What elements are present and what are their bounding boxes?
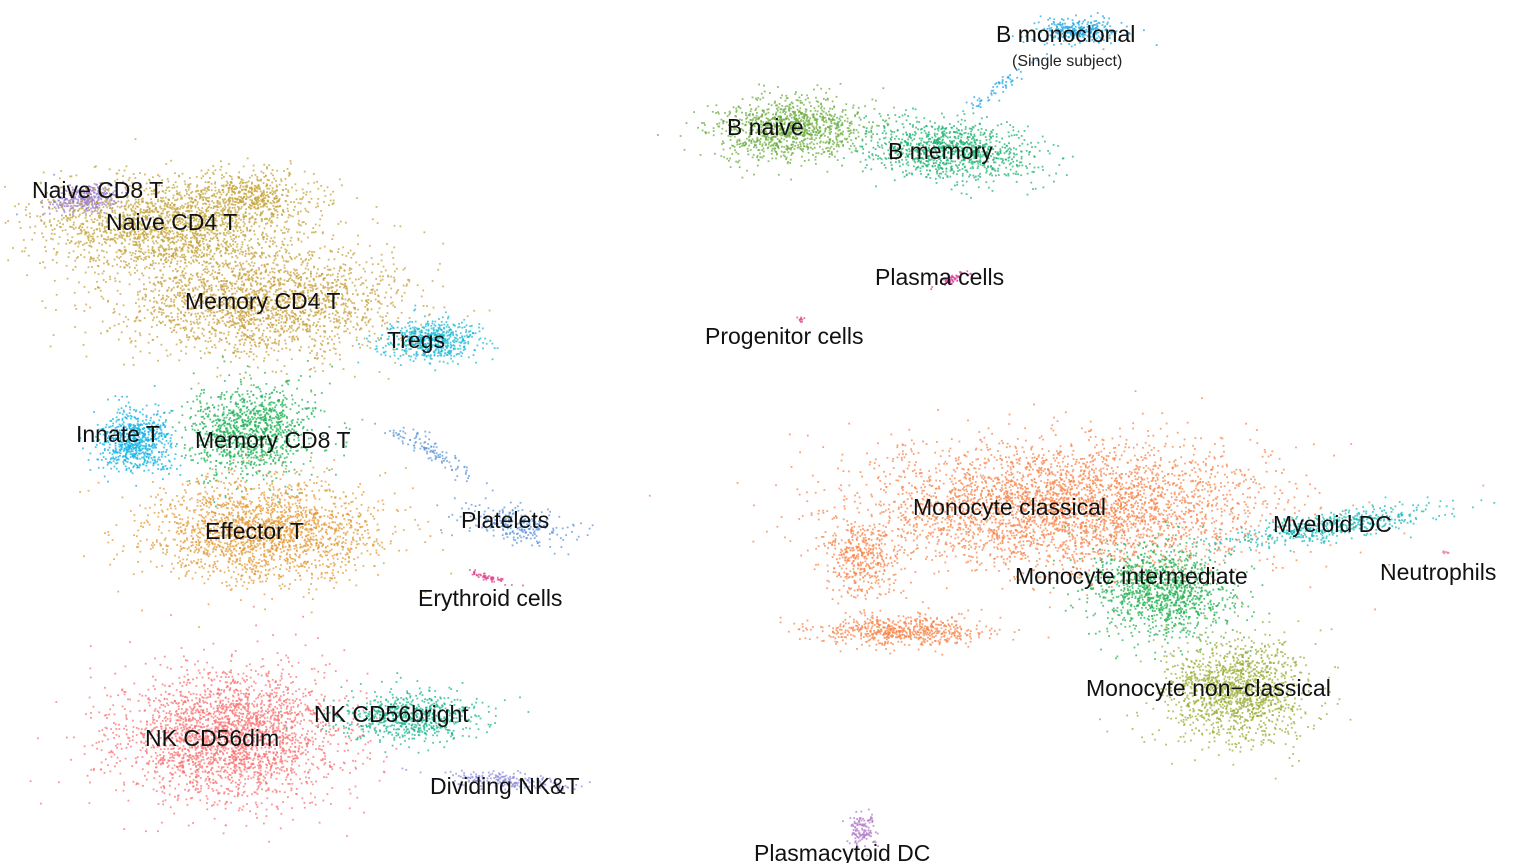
cluster-points-20 — [1106, 496, 1496, 564]
cluster-points-0 — [16, 173, 134, 217]
cluster-points-19 — [1099, 603, 1352, 780]
cluster-points-21 — [1442, 550, 1450, 555]
cluster-label-11: Dividing NK&T — [430, 773, 580, 799]
cluster-labels: Naive CD8 T Naive CD4 T Memory CD4 T Tregs I… — [32, 21, 1496, 863]
cluster-label-6: Effector T — [205, 518, 304, 544]
cluster-label-3: Tregs — [387, 327, 445, 353]
cluster-label-14: B monoclonal — [996, 21, 1135, 47]
cluster-label-13: B memory — [888, 138, 993, 164]
cluster-label-10: NK CD56bright — [314, 701, 469, 727]
cluster-points-22 — [842, 808, 879, 857]
cell-points — [4, 12, 1496, 857]
cluster-points-3 — [357, 304, 499, 372]
cluster-label-19: Monocyte non−classical — [1086, 675, 1331, 701]
cluster-points-13 — [837, 99, 1074, 199]
cluster-label-8: Erythroid cells — [418, 585, 562, 611]
cluster-label-4: Innate T — [76, 421, 160, 447]
cluster-label-17: Monocyte classical — [913, 494, 1106, 520]
cluster-label-5: Memory CD8 T — [195, 427, 351, 453]
cluster-points-6 — [79, 452, 453, 628]
cluster-points-10 — [280, 672, 530, 754]
cluster-label-15: Plasma cells — [875, 264, 1004, 290]
cluster-points-5 — [152, 356, 351, 517]
cluster-label-18: Monocyte intermediate — [1015, 563, 1248, 589]
cluster-points-17 — [648, 390, 1485, 656]
cluster-label-12: B naive — [727, 114, 804, 140]
cluster-sublabel-14: (Single subject) — [1012, 53, 1122, 70]
cluster-points-18 — [1052, 518, 1271, 679]
cluster-label-9: NK CD56dim — [145, 725, 279, 751]
cluster-points-12 — [657, 82, 896, 181]
cluster-label-20: Myeloid DC — [1273, 511, 1392, 537]
cluster-points-11 — [401, 767, 591, 792]
cluster-label-22: Plasmacytoid DC — [754, 840, 930, 863]
cluster-points-9 — [29, 605, 398, 843]
cluster-label-7: Platelets — [461, 507, 549, 533]
cluster-points-16 — [796, 316, 806, 323]
cluster-label-1: Naive CD4 T — [106, 209, 237, 235]
cluster-points-15 — [930, 270, 972, 290]
cluster-points-2 — [7, 203, 491, 393]
cluster-points-8 — [469, 569, 524, 587]
cluster-points-14 — [962, 12, 1158, 113]
cluster-points-4 — [78, 385, 186, 487]
cluster-label-2: Memory CD4 T — [185, 288, 341, 314]
cluster-label-16: Progenitor cells — [705, 323, 864, 349]
cluster-points-7 — [361, 418, 594, 556]
cluster-label-21: Neutrophils — [1380, 559, 1496, 585]
cluster-label-0: Naive CD8 T — [32, 177, 163, 203]
